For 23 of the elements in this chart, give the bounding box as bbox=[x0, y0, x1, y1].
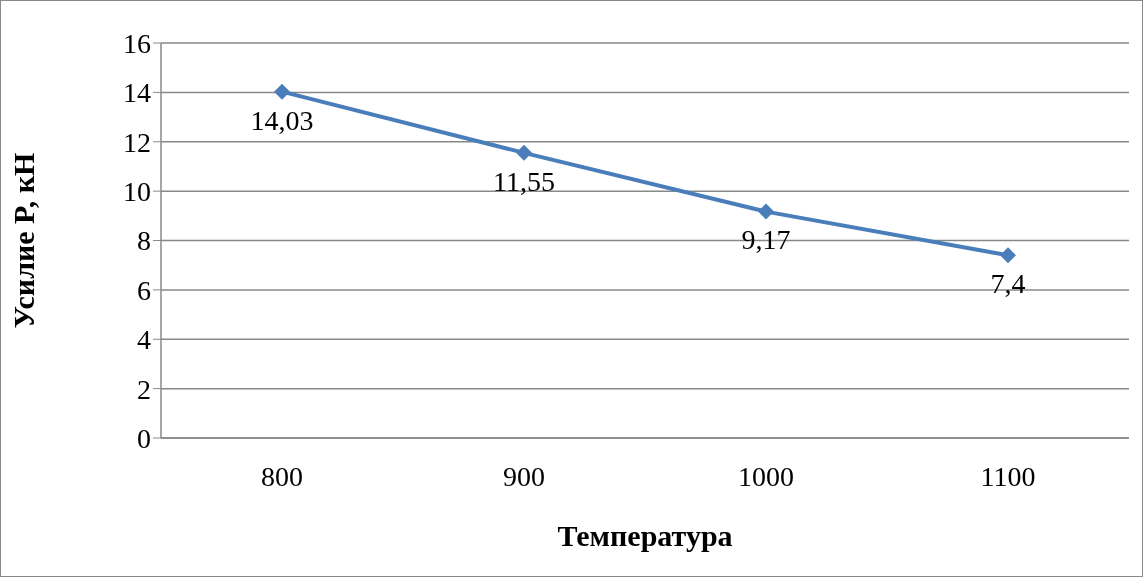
y-tick-label: 4 bbox=[137, 324, 151, 356]
point bbox=[758, 203, 774, 220]
point bbox=[274, 83, 290, 100]
y-axis-title: Усилие P, кН bbox=[6, 152, 40, 329]
point bbox=[516, 144, 532, 161]
y-tick-label: 14 bbox=[123, 77, 151, 109]
x-tick-label: 1000 bbox=[738, 460, 794, 492]
point bbox=[1000, 247, 1016, 264]
y-tick-label: 10 bbox=[123, 176, 151, 208]
data-label: 9,17 bbox=[741, 224, 791, 256]
y-tick-label: 6 bbox=[137, 274, 151, 306]
x-axis-title: Температура bbox=[557, 519, 733, 552]
y-tick-label: 16 bbox=[123, 27, 151, 59]
y-tick-label: 2 bbox=[137, 373, 151, 405]
y-tick-label: 0 bbox=[137, 422, 151, 454]
x-tick-label: 800 bbox=[261, 460, 303, 492]
data-label: 14,03 bbox=[250, 104, 314, 136]
x-tick-label: 900 bbox=[503, 460, 545, 492]
data-label: 11,55 bbox=[493, 165, 555, 197]
y-tick-label: 8 bbox=[137, 225, 151, 257]
data-label: 7,4 bbox=[990, 268, 1026, 300]
y-tick-label: 12 bbox=[123, 126, 151, 158]
x-tick-label: 1100 bbox=[980, 460, 1036, 492]
